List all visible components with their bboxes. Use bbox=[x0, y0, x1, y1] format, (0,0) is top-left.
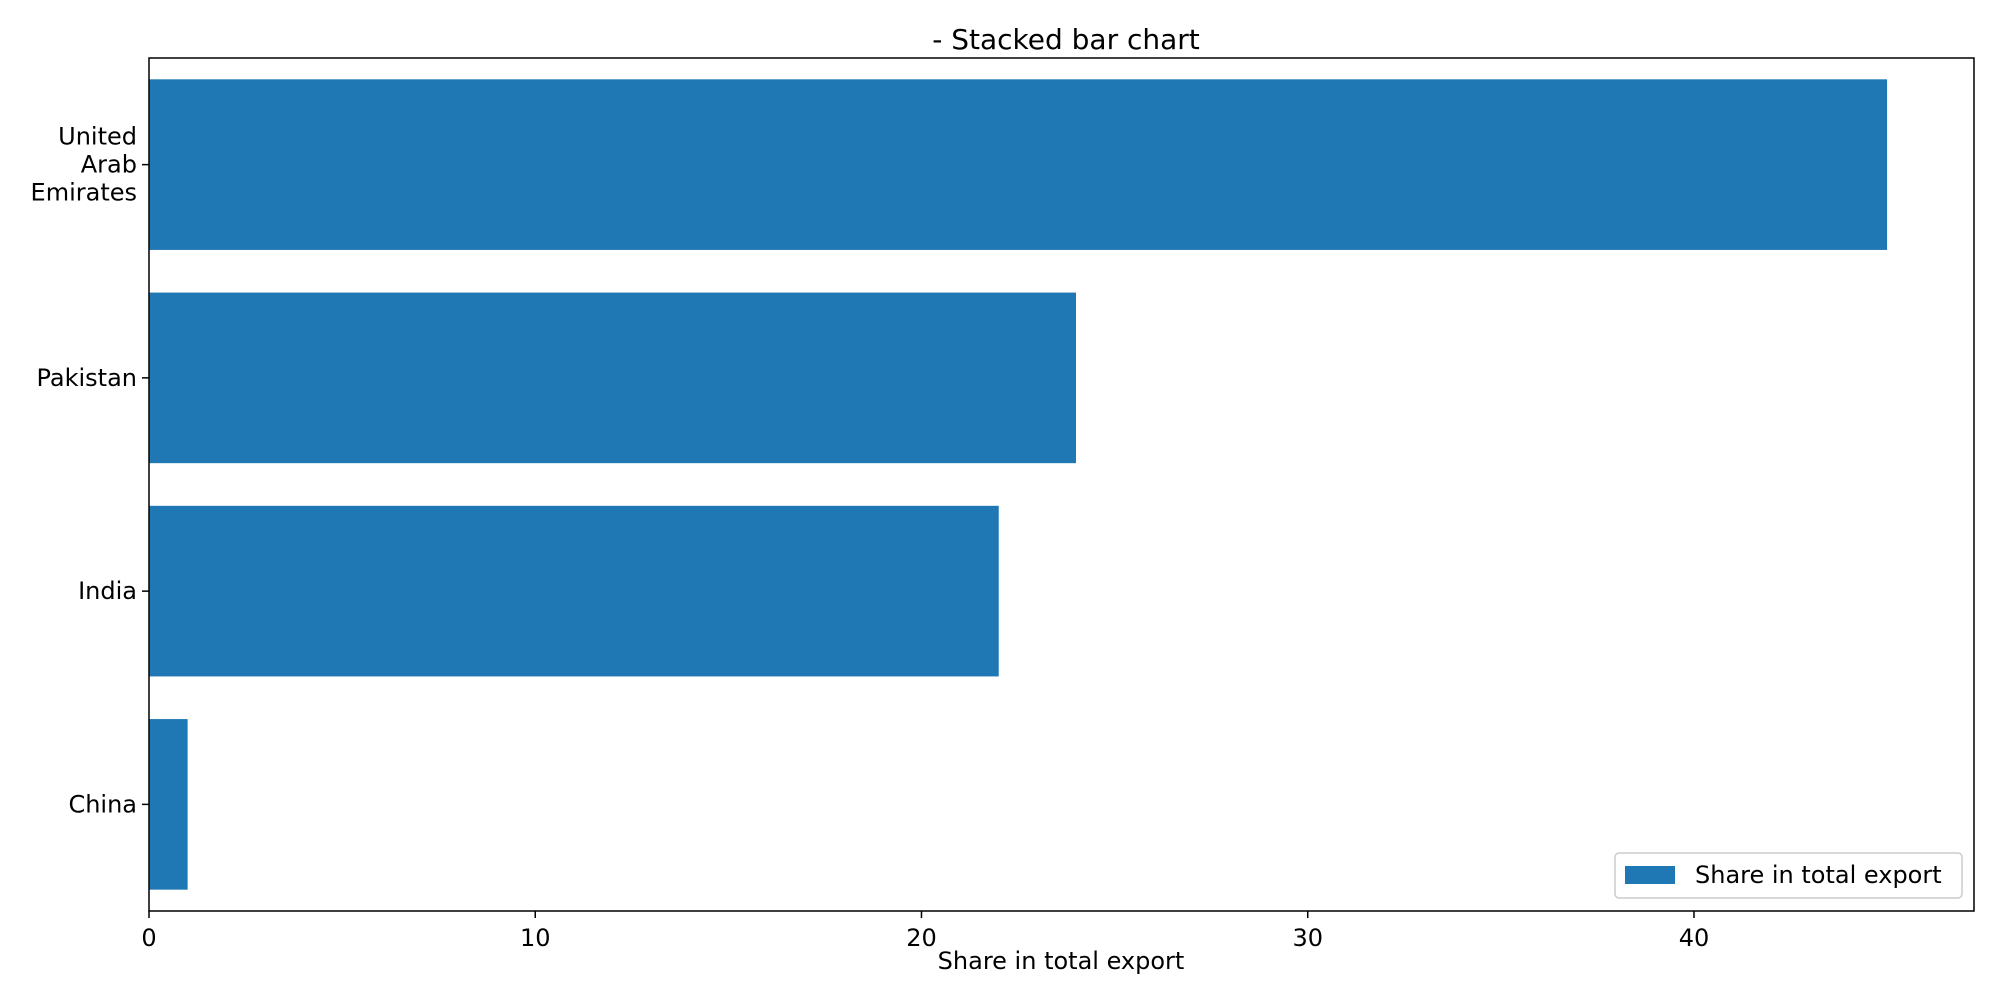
x-tick-label: 0 bbox=[141, 924, 156, 952]
y-category-label: China bbox=[68, 790, 137, 818]
chart-title: - Stacked bar chart bbox=[932, 23, 1200, 56]
bar bbox=[149, 719, 188, 890]
legend: Share in total export bbox=[1614, 852, 1963, 899]
y-category-label: India bbox=[78, 577, 137, 605]
bar bbox=[149, 292, 1076, 464]
y-axis-categories: United Arab Emirates Pakistan India China bbox=[31, 123, 149, 818]
legend-label: Share in total export bbox=[1695, 861, 1942, 889]
x-tick-label: 40 bbox=[1679, 924, 1710, 952]
x-tick-label: 20 bbox=[906, 924, 937, 952]
x-tick-label: 10 bbox=[520, 924, 551, 952]
legend-swatch bbox=[1625, 866, 1675, 884]
x-tick-label: 30 bbox=[1292, 924, 1323, 952]
bar bbox=[149, 505, 999, 677]
legend-box bbox=[1614, 852, 1963, 899]
y-category-label: United Arab Emirates bbox=[31, 123, 137, 207]
bar bbox=[149, 79, 1888, 250]
y-category-label: Pakistan bbox=[37, 364, 138, 392]
x-axis-label: Share in total export bbox=[938, 947, 1185, 975]
bars-group bbox=[149, 79, 1888, 890]
plot-frame bbox=[148, 57, 1975, 912]
x-axis-ticks: 0 10 20 30 40 bbox=[141, 911, 1709, 952]
